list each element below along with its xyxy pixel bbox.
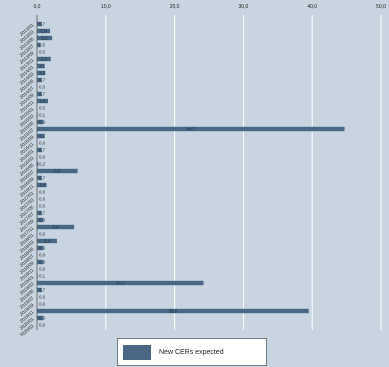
value-label: 0,2 bbox=[39, 162, 46, 167]
bar bbox=[37, 238, 57, 244]
bar bbox=[37, 280, 204, 286]
bar bbox=[37, 168, 78, 174]
value-label: 0,9 bbox=[39, 246, 46, 251]
bar bbox=[37, 182, 47, 188]
value-label: 0,5 bbox=[39, 43, 46, 48]
value-label: 2,9 bbox=[44, 239, 51, 244]
value-labels: 0,7 1,9 2,2 0,5 0,0 2,0 1,1 1,2 0,7 0,0 0,7 1,6 0,0 0… bbox=[39, 22, 196, 328]
value-label: 0,9 bbox=[39, 316, 46, 321]
x-axis-ticks: 0,0 10,0 20,0 30,0 40,0 50,0 bbox=[34, 4, 387, 10]
gridlines bbox=[105, 15, 382, 330]
bar bbox=[37, 56, 51, 62]
value-label: 0,0 bbox=[39, 295, 46, 300]
bar bbox=[37, 63, 45, 69]
bar bbox=[37, 98, 49, 104]
value-label: 0,0 bbox=[39, 204, 46, 209]
value-label: 44,7 bbox=[186, 127, 195, 132]
bar bbox=[37, 21, 42, 27]
value-label: 0,7 bbox=[39, 78, 46, 83]
value-label: 0,7 bbox=[39, 22, 46, 27]
x-tick-label: 20,0 bbox=[170, 4, 180, 10]
value-label: 24,2 bbox=[116, 281, 125, 286]
bar bbox=[37, 308, 309, 314]
value-label: 0,0 bbox=[39, 323, 46, 328]
x-tick-label: 40,0 bbox=[307, 4, 317, 10]
bar bbox=[37, 161, 39, 167]
bar bbox=[37, 42, 41, 48]
value-label: 0,7 bbox=[39, 92, 46, 97]
bars bbox=[37, 21, 345, 321]
value-label: 0,0 bbox=[39, 267, 46, 272]
bar bbox=[37, 70, 46, 76]
bar bbox=[37, 245, 44, 251]
x-tick-label: 50,0 bbox=[376, 4, 386, 10]
value-label: 0,9 bbox=[39, 218, 46, 223]
value-label: 2,2 bbox=[42, 36, 49, 41]
legend-swatch bbox=[123, 344, 151, 360]
bar bbox=[37, 147, 42, 153]
value-label: 0,0 bbox=[39, 302, 46, 307]
value-label: 39,5 bbox=[169, 309, 178, 314]
bar bbox=[37, 35, 53, 41]
bar bbox=[37, 217, 44, 223]
value-label: 0,9 bbox=[39, 120, 46, 125]
value-label: 0,7 bbox=[39, 288, 46, 293]
value-label: 0,1 bbox=[39, 113, 46, 118]
value-label: 0,0 bbox=[39, 50, 46, 55]
value-label: 0,0 bbox=[39, 155, 46, 160]
value-label: 1,4 bbox=[39, 183, 46, 188]
value-label: 1,9 bbox=[40, 29, 47, 34]
value-label: 1,1 bbox=[39, 134, 46, 139]
bar bbox=[37, 175, 42, 181]
value-label: 0,0 bbox=[39, 232, 46, 237]
value-label: 0,0 bbox=[39, 85, 46, 90]
y-axis-labels: 2013/012013/032013/052013/072013/092013/… bbox=[19, 22, 35, 336]
bar bbox=[37, 77, 42, 83]
value-label: 0,9 bbox=[39, 260, 46, 265]
bar bbox=[37, 119, 44, 125]
bar bbox=[37, 210, 42, 216]
value-label: 2,0 bbox=[41, 57, 48, 62]
x-tick-label: 0,0 bbox=[34, 4, 41, 10]
value-label: 0,1 bbox=[39, 274, 46, 279]
value-label: 0,0 bbox=[39, 106, 46, 111]
bar bbox=[37, 224, 75, 230]
x-tick-label: 10,0 bbox=[101, 4, 111, 10]
bar bbox=[37, 133, 45, 139]
value-label: 1,6 bbox=[39, 99, 46, 104]
value-label: 5,4 bbox=[53, 225, 60, 230]
bar bbox=[37, 259, 44, 265]
value-label: 5,9 bbox=[54, 169, 61, 174]
value-label: 0,7 bbox=[39, 211, 46, 216]
legend: New CERs expected bbox=[117, 338, 267, 366]
bar-chart: 0,0 10,0 20,0 30,0 40,0 50,0 2013/012013/0320… bbox=[19, 4, 387, 336]
legend-label: New CERs expected bbox=[159, 348, 224, 356]
value-label: 0,0 bbox=[39, 253, 46, 258]
value-label: 1,2 bbox=[39, 71, 46, 76]
value-label: 1,1 bbox=[39, 64, 46, 69]
value-label: 0,0 bbox=[39, 197, 46, 202]
bar bbox=[37, 91, 42, 97]
bar bbox=[37, 28, 51, 34]
value-label: 0,7 bbox=[39, 148, 46, 153]
value-label: 0,7 bbox=[39, 176, 46, 181]
bar bbox=[37, 315, 44, 321]
value-label: 0,0 bbox=[39, 141, 46, 146]
x-tick-label: 30,0 bbox=[239, 4, 249, 10]
bar bbox=[37, 287, 42, 293]
bar bbox=[37, 126, 345, 132]
value-label: 0,0 bbox=[39, 190, 46, 195]
